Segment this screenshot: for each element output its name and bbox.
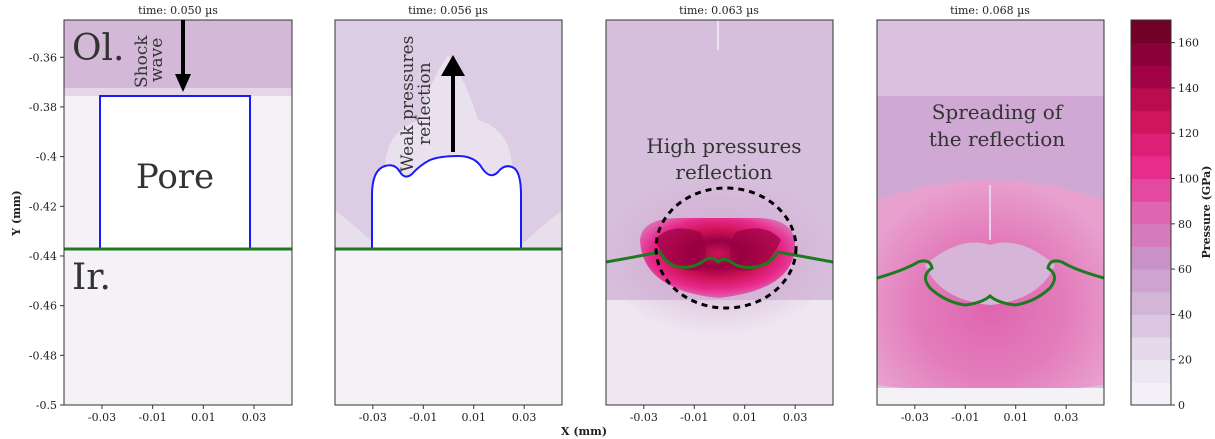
x-tick-label-panel-3: 0.03 [783, 411, 808, 424]
colorbar-label: Pressure (GPa) [1200, 166, 1213, 259]
y-axis-label: Y (mm) [10, 190, 23, 236]
colorbar: 0 20 40 60 80 100 120 140 160 Pressure (GPa) [1130, 19, 1213, 412]
x-axis-ticks: -0.03 -0.01 0.01 0.03 -0.03 -0.01 0.01 0.03 -0.0… [88, 405, 1079, 424]
panel-3-title: time: 0.063 µs [679, 4, 759, 17]
panel-2-edge-fade [335, 210, 562, 249]
colorbar-swatch [1131, 291, 1171, 315]
panel-1-frame [63, 19, 293, 406]
y-tick-label: -0.48 [29, 349, 57, 362]
panel-1 [64, 20, 292, 405]
panel-4 [877, 20, 1104, 405]
colorbar-swatch [1131, 65, 1171, 89]
reflection-arrow [441, 55, 465, 152]
label-spread-l2: the reflection [929, 127, 1065, 151]
panel-4-bottom-fade [877, 388, 1104, 405]
shock-arrow [175, 20, 191, 92]
x-tick-label-panel-1: -0.03 [88, 411, 116, 424]
x-tick-label-panel-2: 0.03 [512, 411, 537, 424]
colorbar-swatch [1131, 201, 1171, 225]
panel-1-olivine-fade [64, 88, 292, 96]
colorbar-swatch [1131, 223, 1171, 247]
x-tick-label-panel-2: -0.03 [359, 411, 387, 424]
high-pressure-inner-left [655, 228, 706, 271]
label-weak-l1: Weak pressures [398, 36, 418, 172]
panel-2-frame [334, 19, 563, 406]
pore-outline [99, 95, 251, 250]
pore-outline-2 [371, 154, 522, 250]
panel-4-title: time: 0.068 µs [950, 4, 1030, 17]
x-tick-label-panel-2: 0.01 [461, 411, 486, 424]
x-tick-label-panel-4: 0.01 [1003, 411, 1028, 424]
colorbar-swatch [1131, 269, 1171, 293]
y-tick-label: -0.4 [36, 151, 57, 164]
panel-3-frame [605, 19, 834, 406]
label-shock-l2: wave [147, 38, 167, 82]
y-tick-label: -0.46 [29, 300, 57, 313]
x-axis-label: X (mm) [561, 425, 607, 438]
colorbar-tick-label: 100 [1178, 173, 1199, 186]
colorbar-swatch [1131, 337, 1171, 361]
colorbar-tick-label: 80 [1178, 218, 1192, 231]
x-tick-label-panel-3: 0.01 [732, 411, 757, 424]
high-pressure-inner-right [730, 228, 781, 271]
x-tick-label-panel-4: -0.01 [951, 411, 979, 424]
colorbar-swatch [1131, 178, 1171, 202]
colorbar-tick-label: 140 [1178, 82, 1199, 95]
x-tick-label-panel-2: -0.01 [409, 411, 437, 424]
x-tick-label-panel-3: -0.01 [680, 411, 708, 424]
colorbar-tick-label: 40 [1178, 308, 1192, 321]
label-pore: Pore [136, 157, 214, 197]
panel-2 [335, 20, 562, 405]
panel-3 [606, 20, 833, 405]
x-tick-label-panel-4: -0.03 [901, 411, 929, 424]
y-tick-label: -0.44 [29, 250, 57, 263]
highlight-circle [654, 186, 798, 310]
x-tick-label-panel-1: 0.03 [242, 411, 267, 424]
colorbar-swatch [1131, 42, 1171, 66]
panel-1-title: time: 0.050 µs [138, 4, 218, 17]
colorbar-frame [1130, 19, 1172, 406]
colorbar-swatch [1131, 20, 1171, 44]
interface-line-4 [877, 259, 1104, 307]
y-tick-label: -0.38 [29, 101, 57, 114]
colorbar-swatch [1131, 87, 1171, 112]
colorbar-swatch [1131, 246, 1171, 270]
colorbar-swatch [1131, 133, 1171, 157]
x-tick-label-panel-4: 0.03 [1054, 411, 1079, 424]
interface-line-3 [606, 250, 833, 270]
label-weak-l2: reflection [415, 62, 435, 145]
x-tick-label-panel-1: -0.01 [139, 411, 167, 424]
colorbar-tick-label: 20 [1178, 354, 1192, 367]
colorbar-tick-label: 0 [1178, 399, 1185, 412]
label-iron: Ir. [72, 257, 111, 298]
x-tick-label-panel-1: 0.01 [191, 411, 216, 424]
colorbar-swatch [1131, 359, 1171, 383]
y-tick-label: -0.5 [36, 399, 57, 412]
colorbar-swatch [1131, 155, 1171, 180]
label-shock-l1: Shock [132, 35, 152, 88]
label-spread-l1: Spreading of [932, 100, 1064, 124]
colorbar-swatch [1131, 314, 1171, 338]
label-high-l1: High pressures [646, 134, 801, 158]
panel-4-light-core [925, 242, 1055, 305]
colorbar-ticks: 0 20 40 60 80 100 120 140 160 [1171, 37, 1199, 412]
panel-4-frame [876, 19, 1105, 406]
y-axis-ticks: -0.36 -0.38 -0.4 -0.42 -0.44 -0.46 -0.48 -0.5 [29, 51, 64, 412]
x-tick-label-panel-3: -0.03 [630, 411, 658, 424]
label-high-l2: reflection [675, 160, 772, 184]
y-tick-label: -0.36 [29, 51, 57, 64]
colorbar-tick-label: 160 [1178, 37, 1199, 50]
label-olivine: Ol. [72, 28, 124, 69]
colorbar-tick-label: 120 [1178, 127, 1199, 140]
y-tick-label: -0.42 [29, 200, 57, 213]
panel-2-title: time: 0.056 µs [408, 4, 488, 17]
colorbar-swatch [1131, 110, 1171, 134]
colorbar-swatch [1131, 382, 1171, 406]
colorbar-swatches [1131, 20, 1171, 406]
colorbar-tick-label: 60 [1178, 263, 1192, 276]
